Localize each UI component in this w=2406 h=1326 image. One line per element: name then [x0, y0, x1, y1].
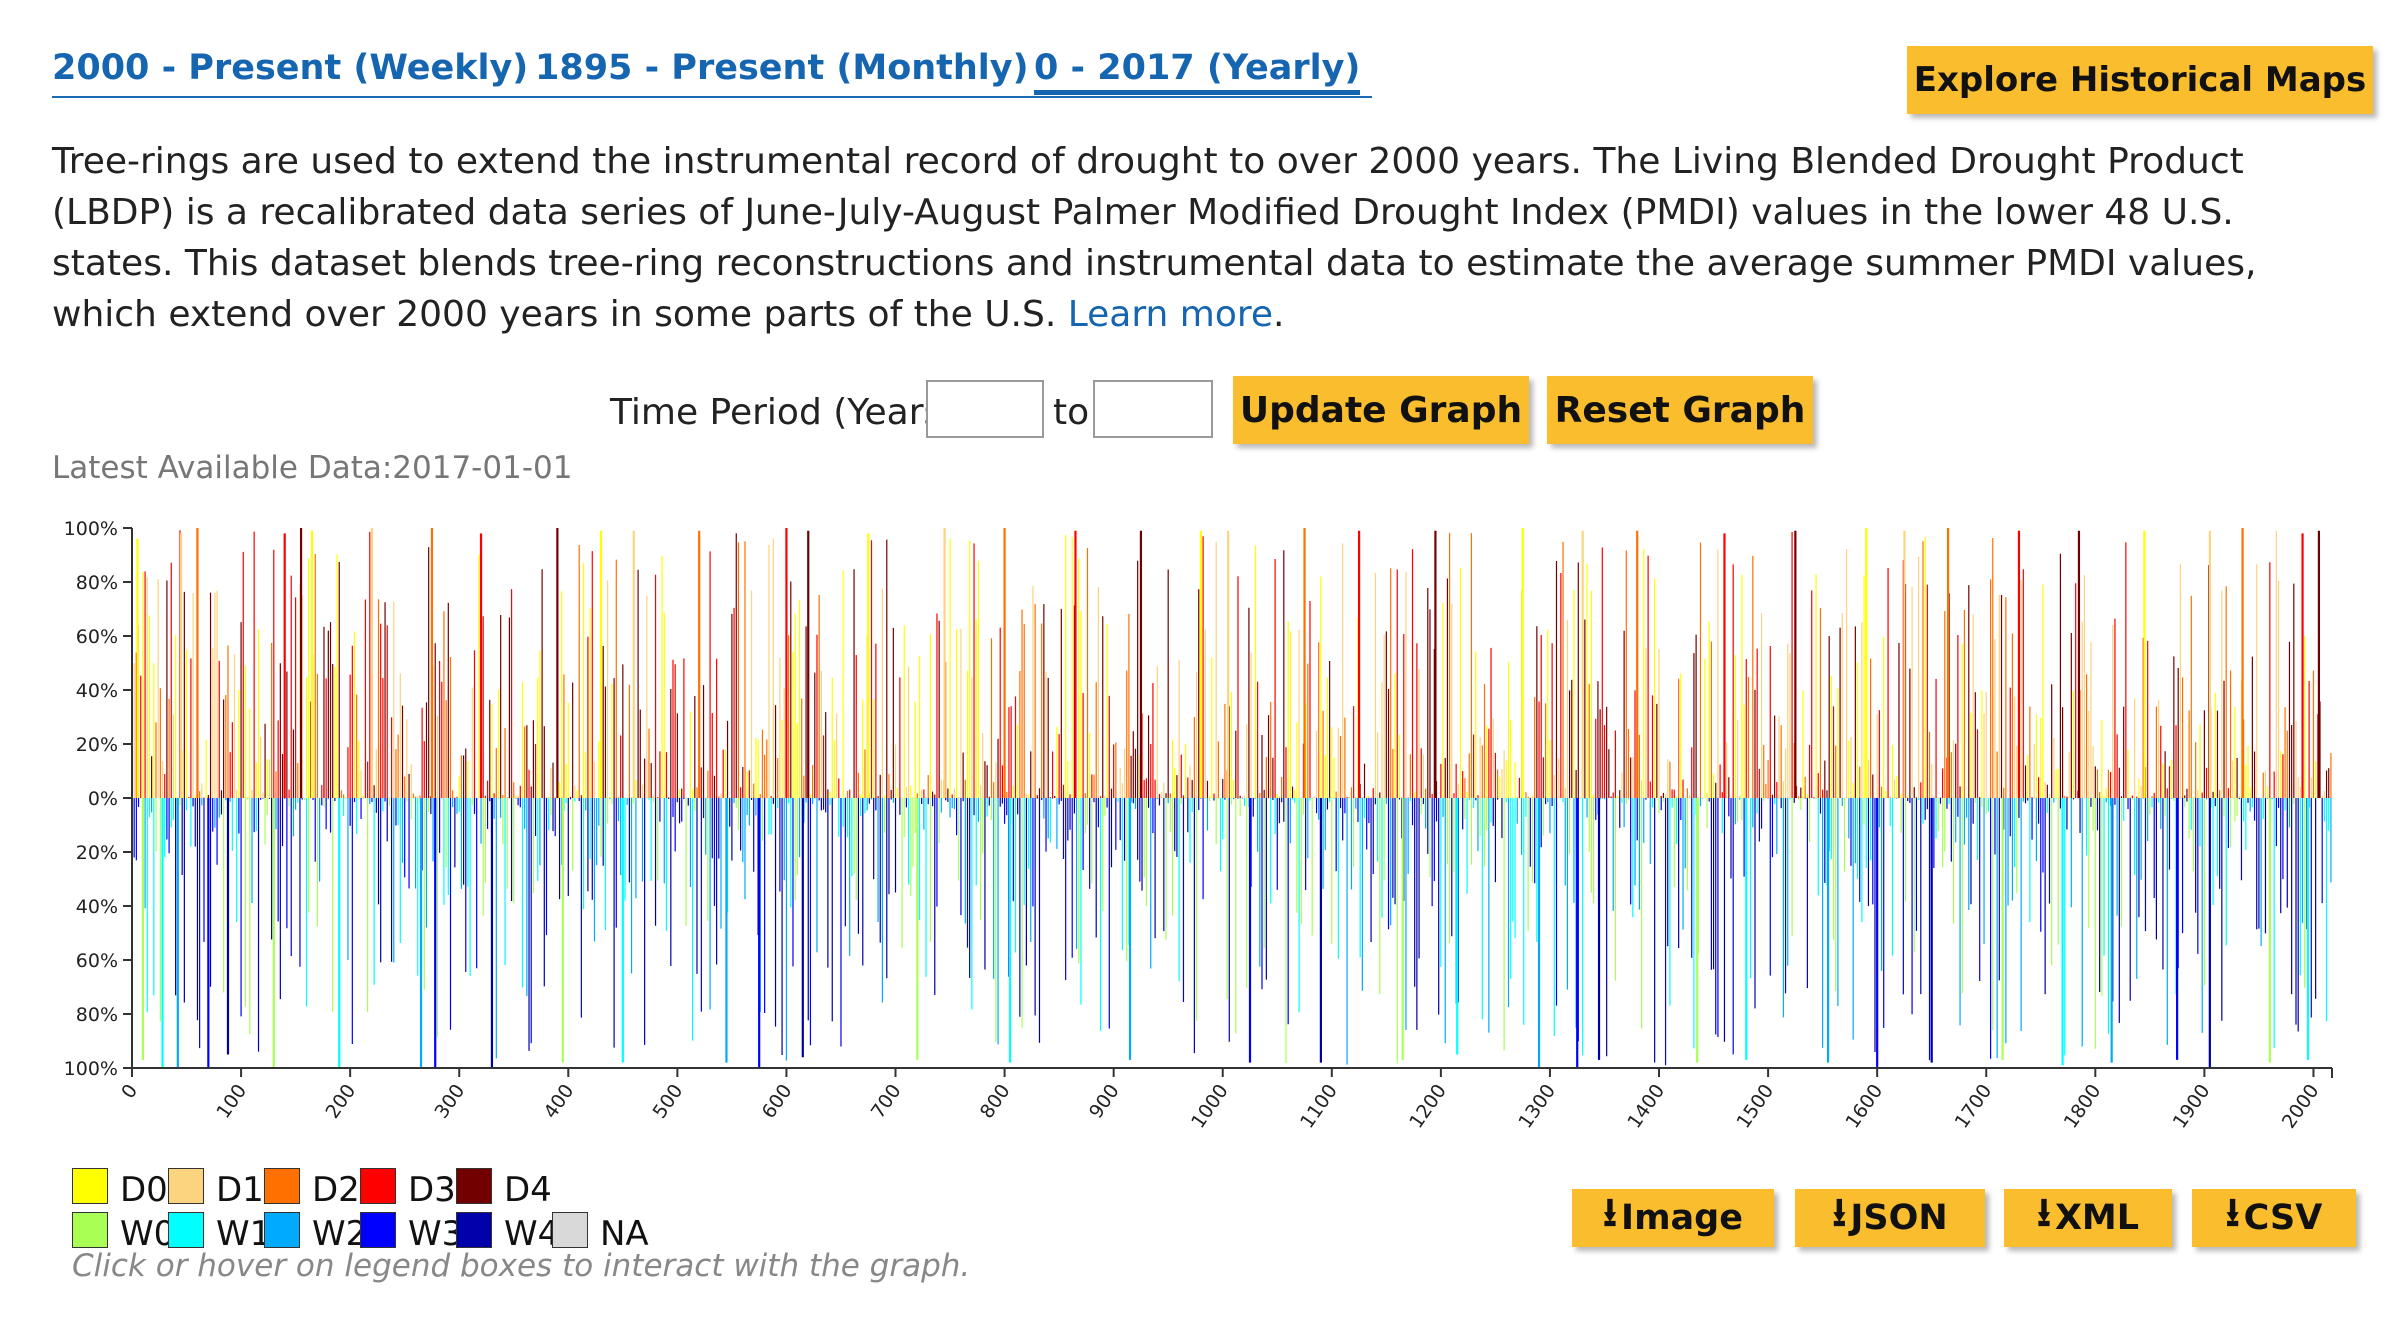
x-tick-label: 900 [1085, 1080, 1124, 1122]
y-tick-label: 60% [76, 950, 118, 972]
x-tick-label: 500 [649, 1080, 688, 1122]
description-end: . [1273, 294, 1285, 335]
legend-box-w2[interactable] [264, 1212, 300, 1248]
legend-label-d1: D1 [216, 1170, 264, 1210]
x-tick-label: 1000 [1187, 1080, 1233, 1132]
description: Tree-rings are used to extend the instru… [52, 136, 2352, 340]
x-tick-label: 1400 [1623, 1080, 1669, 1132]
legend-box-d4[interactable] [456, 1168, 492, 1204]
tab-yearly[interactable]: 0 - 2017 (Yearly) [1034, 48, 1361, 95]
x-tick-label: 400 [540, 1080, 579, 1122]
end-year-input[interactable] [1093, 380, 1213, 438]
x-tick-label: 100 [212, 1080, 251, 1122]
legend-label-na: NA [600, 1214, 649, 1254]
y-tick-label: 100% [64, 1058, 118, 1080]
download-xml-button[interactable]: ⭳ XML [2004, 1189, 2172, 1247]
legend-box-d3[interactable] [360, 1168, 396, 1204]
update-graph-button[interactable]: Update Graph [1233, 376, 1529, 444]
legend-label-w3: W3 [408, 1214, 464, 1254]
download-image-label: Image [1621, 1198, 1743, 1238]
legend-label-d4: D4 [504, 1170, 552, 1210]
legend-box-d0[interactable] [72, 1168, 108, 1204]
start-year-input[interactable] [926, 380, 1044, 438]
x-tick-label: 1500 [1732, 1080, 1778, 1132]
x-tick-label: 1700 [1951, 1080, 1997, 1132]
latest-data-label: Latest Available Data:2017-01-01 [52, 450, 573, 486]
tab-monthly[interactable]: 1895 - Present (Monthly) [535, 48, 1029, 88]
time-period-label: Time Period (Years): [610, 392, 969, 433]
y-tick-label: 40% [76, 896, 118, 918]
x-tick-label: 1900 [2169, 1080, 2215, 1132]
x-tick-label: 700 [867, 1080, 906, 1122]
y-tick-label: 20% [76, 734, 118, 756]
x-tick-label: 2000 [2278, 1080, 2324, 1132]
x-tick-label: 600 [758, 1080, 797, 1122]
x-tick-label: 800 [976, 1080, 1015, 1122]
legend-hint: Click or hover on legend boxes to intera… [72, 1248, 971, 1284]
download-csv-label: CSV [2243, 1198, 2323, 1238]
download-icon: ⭳ [1603, 1190, 1618, 1236]
learn-more-link[interactable]: Learn more [1067, 294, 1274, 335]
y-tick-label: 40% [76, 680, 118, 702]
legend-label-w1: W1 [216, 1214, 272, 1254]
legend-box-d2[interactable] [264, 1168, 300, 1204]
y-tick-label: 0% [88, 788, 118, 810]
y-tick-label: 80% [76, 572, 118, 594]
download-image-button[interactable]: ⭳ Image [1572, 1189, 1774, 1247]
dry-area [133, 528, 2332, 798]
y-tick-label: 60% [76, 626, 118, 648]
download-json-button[interactable]: ⭳ JSON [1795, 1189, 1985, 1247]
legend-label-d0: D0 [120, 1170, 168, 1210]
y-tick-label: 20% [76, 842, 118, 864]
drought-chart: 100%80%60%40%20%0%20%40%60%80%100%0 100 20… [64, 518, 2333, 1132]
download-icon: ⭳ [1832, 1190, 1847, 1236]
legend-box-w4[interactable] [456, 1212, 492, 1248]
legend-label-d3: D3 [408, 1170, 456, 1210]
to-label: to [1053, 392, 1090, 433]
legend-box-w3[interactable] [360, 1212, 396, 1248]
x-tick-label: 1800 [2060, 1080, 2106, 1132]
x-tick-label: 200 [321, 1080, 360, 1122]
y-tick-label: 80% [76, 1004, 118, 1026]
x-tick-label: 300 [430, 1080, 469, 1122]
x-tick-label: 1600 [1842, 1080, 1888, 1132]
legend-box-w1[interactable] [168, 1212, 204, 1248]
x-tick-label: 0 [117, 1080, 142, 1103]
description-text: Tree-rings are used to extend the instru… [52, 141, 2257, 335]
download-icon: ⭳ [2036, 1190, 2051, 1236]
legend-box-w0[interactable] [72, 1212, 108, 1248]
chart-axes: 100%80%60%40%20%0%20%40%60%80%100%0 100 20… [64, 518, 2333, 1132]
tab-bar: 2000 - Present (Weekly) 1895 - Present (… [52, 40, 1372, 98]
download-icon: ⭳ [2225, 1190, 2240, 1236]
download-csv-button[interactable]: ⭳ CSV [2192, 1189, 2356, 1247]
y-tick-label: 100% [64, 518, 118, 540]
download-json-label: JSON [1850, 1198, 1948, 1238]
download-xml-label: XML [2054, 1198, 2140, 1238]
legend-label-w0: W0 [120, 1214, 176, 1254]
legend-box-d1[interactable] [168, 1168, 204, 1204]
wet-area [131, 798, 2332, 1068]
legend-label-d2: D2 [312, 1170, 360, 1210]
reset-graph-button[interactable]: Reset Graph [1547, 376, 1813, 444]
explore-historical-maps-button[interactable]: Explore Historical Maps [1907, 46, 2373, 114]
legend-label-w2: W2 [312, 1214, 368, 1254]
x-tick-label: 1300 [1514, 1080, 1560, 1132]
legend-box-na[interactable] [552, 1212, 588, 1248]
legend-label-w4: W4 [504, 1214, 560, 1254]
tab-weekly[interactable]: 2000 - Present (Weekly) [52, 48, 529, 88]
x-tick-label: 1100 [1296, 1080, 1342, 1132]
x-tick-label: 1200 [1405, 1080, 1451, 1132]
